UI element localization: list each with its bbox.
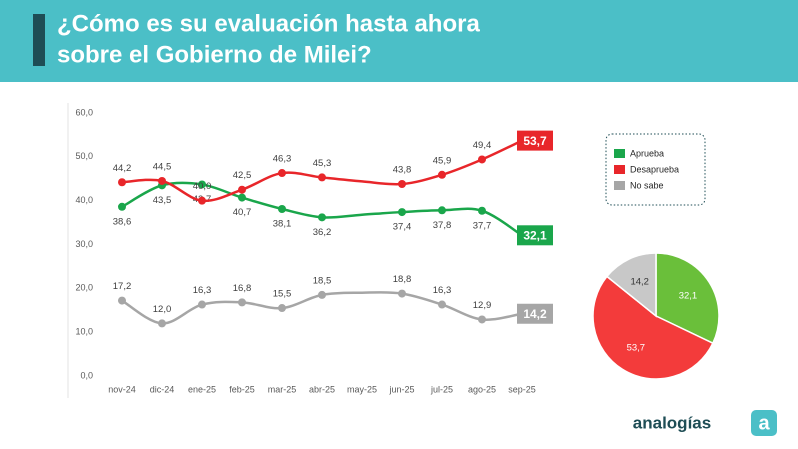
point [158,319,166,328]
point [398,289,406,298]
point [438,206,446,215]
point [278,169,286,178]
point [198,300,206,309]
y-tick-label: 50,0 [75,151,93,161]
legend-label: Desaprueba [630,164,679,174]
y-tick-label: 30,0 [75,239,93,249]
y-tick-label: 10,0 [75,327,93,337]
title-line: sobre el Gobierno de Milei? [57,41,372,68]
value-label: 12,0 [153,304,172,315]
value-label: 45,9 [433,155,452,166]
point [198,196,206,205]
x-tick-label: abr-25 [309,384,335,394]
legend-box [605,133,706,206]
point [118,296,126,305]
legend-label: No sabe [630,180,664,190]
series-line [121,139,523,203]
value-label: 45,3 [313,158,332,169]
y-tick-label: 0,0 [80,370,93,380]
pie-slice [592,275,714,380]
pie-label: 32,1 [679,290,698,301]
pie-label: 53,7 [627,342,646,353]
x-tick-label: mar-25 [268,384,297,394]
point [478,155,486,164]
value-label: 49,4 [473,140,492,151]
value-label: 17,2 [113,281,132,292]
header-band [0,0,798,82]
logo-icon [751,410,777,436]
value-label: 46,3 [273,154,292,165]
end-label: 14,2 [523,307,547,321]
logo-icon-text: a [758,412,770,434]
value-label: 15,5 [273,289,292,300]
legend-swatch [614,181,625,190]
x-tick-label: jun-25 [388,384,414,394]
end-label-box [517,130,553,151]
value-label: 16,3 [433,285,452,296]
value-label: 38,1 [273,219,292,230]
x-tick-label: may-25 [347,384,377,394]
value-label: 44,5 [153,161,172,172]
end-label: 32,1 [523,228,547,242]
value-label: 40,7 [233,207,252,218]
value-label: 37,8 [433,220,452,231]
end-label-box [517,225,553,246]
y-tick-label: 20,0 [75,283,93,293]
value-label: 16,8 [233,283,252,294]
logo-text: analogías [633,413,711,432]
point [398,208,406,217]
header-accent [33,14,45,66]
point [238,298,246,307]
y-tick-label: 60,0 [75,107,93,117]
value-label: 16,3 [193,285,212,296]
end-label-box [517,303,553,324]
value-label: 43,5 [153,195,172,206]
value-label: 42,5 [233,170,252,181]
end-label: 53,7 [523,134,547,148]
point [318,290,326,299]
x-tick-label: sep-25 [508,384,536,394]
x-tick-label: dic-24 [150,384,175,394]
legend-label: Aprueba [630,148,664,158]
value-label: 43,8 [393,165,412,176]
pie-label: 14,2 [630,276,649,287]
point [438,170,446,179]
point [118,178,126,187]
x-tick-label: jul-25 [430,384,453,394]
x-tick-label: feb-25 [229,384,255,394]
point [118,202,126,211]
value-label: 44,2 [113,163,132,174]
point [438,300,446,309]
point [478,315,486,324]
y-tick-label: 40,0 [75,195,93,205]
point [158,176,166,185]
legend-swatch [614,149,625,158]
value-label: 36,2 [313,227,332,238]
value-label: 18,8 [393,274,412,285]
value-label: 40,0 [193,181,212,192]
pie-slice [605,252,657,318]
point [238,193,246,202]
value-label: 37,4 [393,222,412,233]
x-tick-label: ago-25 [468,384,496,394]
value-label: 37,7 [473,220,492,231]
point [478,206,486,215]
point [278,304,286,313]
value-label: 18,5 [313,275,332,286]
value-label: 12,9 [473,300,492,311]
point [318,213,326,222]
pie-slice [655,252,720,345]
point [278,204,286,213]
point [318,173,326,182]
title-line: ¿Cómo es su evaluación hasta ahora [57,10,480,37]
x-tick-label: nov-24 [108,384,136,394]
x-tick-label: ene-25 [188,384,216,394]
legend-swatch [614,165,625,174]
point [238,185,246,194]
value-label: 38,6 [113,216,132,227]
point [198,180,206,189]
point [398,180,406,189]
